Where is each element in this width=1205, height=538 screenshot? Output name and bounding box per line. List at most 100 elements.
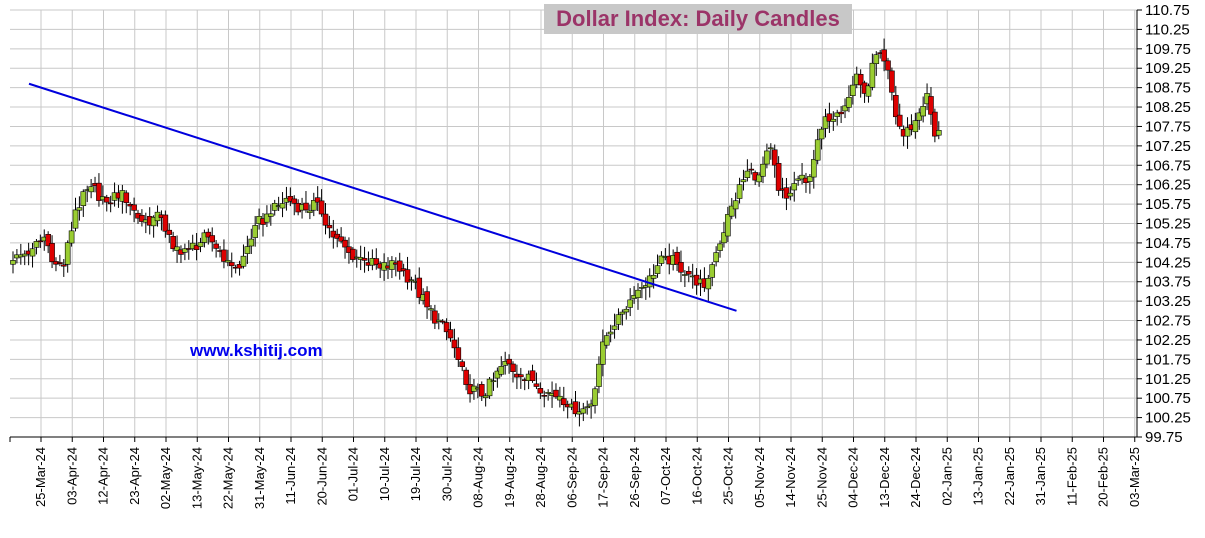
candle-body (322, 213, 329, 226)
candle (705, 274, 712, 302)
candle (635, 283, 641, 310)
candle-body (893, 95, 899, 118)
candle-body (623, 308, 630, 313)
candle (221, 239, 227, 269)
candle-body (728, 205, 735, 217)
candle (850, 75, 856, 105)
candle-body (658, 255, 665, 264)
candle (764, 143, 770, 169)
candle-body (537, 388, 544, 394)
candle (33, 239, 40, 255)
candle-body (463, 369, 469, 385)
candle-body (732, 200, 739, 210)
candle-body (201, 232, 208, 243)
candle (225, 249, 231, 267)
x-tick-label: 07-Oct-24 (658, 447, 673, 505)
candle-body (334, 233, 341, 239)
x-tick-label: 24-Dec-24 (908, 447, 923, 508)
candle-body (68, 230, 75, 244)
candle (49, 235, 55, 269)
candle-body (814, 139, 821, 161)
candle-body (240, 255, 247, 267)
x-tick-label: 25-Mar-24 (33, 447, 48, 507)
y-tick-label: 107.75 (1145, 118, 1191, 135)
y-tick-label: 104.75 (1145, 235, 1191, 252)
candle (600, 329, 606, 377)
candle (498, 356, 505, 377)
candle (271, 199, 278, 216)
candle (213, 239, 219, 258)
candle-body (162, 214, 169, 232)
y-tick-label: 104.25 (1145, 254, 1191, 271)
candle (228, 252, 235, 278)
candle (529, 364, 536, 383)
candle (619, 309, 626, 326)
x-tick-label: 13-Dec-24 (877, 447, 892, 508)
y-axis-tick-labels: 110.75 110.25 109.75 109.25 108.75 108.25 107.… (1145, 2, 1191, 446)
candle-body (244, 246, 251, 254)
candle (838, 106, 844, 123)
candle (834, 109, 841, 126)
candle-body (459, 361, 466, 367)
candle-body (307, 210, 313, 213)
candle-body (580, 408, 587, 414)
x-tick-label: 22-May-24 (221, 447, 236, 509)
candle (826, 102, 833, 133)
candle-body (60, 264, 67, 267)
candle (123, 190, 130, 214)
candle (279, 192, 286, 218)
candle (592, 386, 598, 414)
candle-body (881, 49, 887, 62)
candle-body (252, 225, 258, 238)
y-tick-label: 101.25 (1145, 371, 1191, 388)
candle-body (76, 207, 83, 211)
candle (21, 250, 28, 266)
y-tick-label: 100.25 (1145, 410, 1191, 427)
axes (9, 9, 1142, 442)
candle (318, 189, 325, 217)
candle-body (478, 384, 485, 397)
candle-body (451, 339, 458, 349)
candle (654, 254, 661, 278)
candle-body (791, 183, 798, 191)
candle-body (326, 224, 333, 229)
candle-body (166, 229, 173, 235)
candle-body (182, 248, 188, 253)
candle (107, 195, 114, 213)
candle (291, 195, 298, 216)
candle (373, 248, 380, 270)
candle-body (857, 74, 864, 86)
candle (935, 121, 942, 140)
candle-body (736, 184, 743, 199)
candles (10, 38, 942, 427)
x-tick-label: 02-May-24 (158, 447, 173, 509)
candle (45, 231, 51, 254)
candle-body (760, 163, 766, 177)
candle-body (416, 277, 423, 298)
candle-body (846, 97, 852, 108)
candle-body (404, 269, 411, 283)
candle-body (873, 54, 880, 64)
x-tick-label: 31-May-24 (252, 447, 267, 509)
candle-body (600, 341, 606, 365)
candle-body (787, 192, 794, 197)
x-tick-label: 31-Jan-25 (1033, 447, 1048, 506)
candle (580, 402, 587, 422)
x-tick-label: 03-Apr-24 (64, 447, 79, 505)
candle (201, 229, 208, 248)
candle-body (88, 186, 94, 193)
candle-body (654, 265, 661, 274)
candle-body (650, 274, 657, 279)
candle-body (830, 118, 837, 122)
candle (533, 372, 540, 390)
candle (240, 244, 247, 269)
candle-body (889, 70, 895, 93)
candle-body (678, 262, 684, 273)
candle-body (764, 150, 770, 165)
candle-body (896, 114, 903, 127)
candle (264, 205, 270, 227)
candle (658, 251, 665, 267)
candle-body (96, 182, 102, 201)
x-tick-label: 23-Apr-24 (127, 447, 142, 505)
